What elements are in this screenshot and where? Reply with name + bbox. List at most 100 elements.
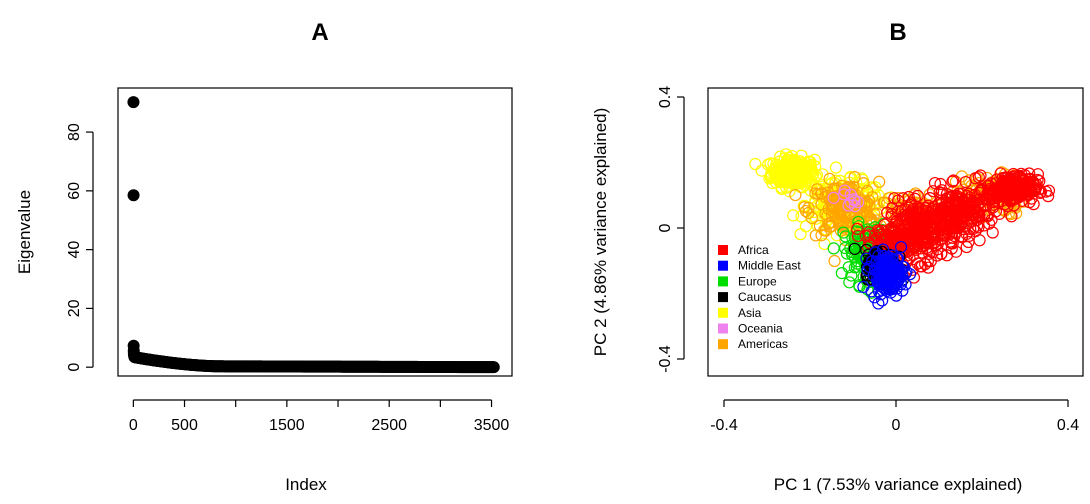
panel-b-point bbox=[935, 213, 948, 227]
panel-b-point bbox=[879, 228, 892, 241]
panel-b-point bbox=[802, 206, 815, 220]
panel-b-point bbox=[787, 209, 800, 222]
panel-b-point bbox=[1018, 186, 1032, 200]
panel-b-point bbox=[940, 214, 954, 227]
legend-swatch bbox=[718, 323, 728, 334]
panel-b-y-tick-label: -0.4 bbox=[657, 345, 674, 373]
panel-b-point bbox=[816, 168, 829, 181]
panel-b-point bbox=[775, 182, 788, 196]
legend-swatch bbox=[718, 307, 728, 318]
panel-b-point bbox=[779, 157, 792, 171]
panel-b-point bbox=[950, 189, 963, 202]
panel-b-point bbox=[795, 149, 808, 162]
panel-b-point bbox=[878, 218, 892, 231]
panel-b-y-axis: -0.4 0 0.4 bbox=[657, 86, 685, 373]
legend-label: Caucasus bbox=[738, 290, 791, 304]
panel-a-point bbox=[127, 189, 140, 202]
panel-b-x-tick-label: 0 bbox=[892, 417, 901, 434]
panel-b-x-tick-label: 0.4 bbox=[1057, 417, 1079, 434]
panel-b-x-label: PC 1 (7.53% variance explained) bbox=[774, 475, 1023, 494]
legend-label: Middle East bbox=[738, 259, 801, 273]
panel-b-point bbox=[923, 188, 936, 201]
panel-b-point bbox=[993, 207, 1006, 220]
panel-b-point bbox=[912, 216, 925, 229]
panel-b-x-axis: -0.4 0 0.4 bbox=[710, 399, 1079, 434]
panel-b-points bbox=[749, 148, 1056, 310]
panel-b-point bbox=[894, 240, 908, 254]
panel-b-point bbox=[971, 209, 985, 223]
panel-b-point bbox=[875, 224, 888, 237]
panel-b-point bbox=[828, 254, 841, 268]
panel-b-point bbox=[946, 175, 959, 188]
legend-label: Oceania bbox=[738, 322, 783, 336]
panel-b-point bbox=[979, 192, 993, 205]
panel-b-point bbox=[823, 172, 836, 185]
panel-b-point bbox=[852, 215, 865, 229]
panel-b-point bbox=[814, 187, 828, 200]
panel-b-point bbox=[995, 179, 1008, 192]
panel-a-x-tick-label: 1500 bbox=[269, 417, 305, 434]
panel-a-point bbox=[127, 96, 140, 109]
panel-b-point bbox=[888, 192, 901, 205]
panel-b-point bbox=[986, 226, 999, 239]
panel-b-point bbox=[876, 294, 889, 307]
panel-b-point bbox=[947, 174, 960, 187]
panel-b-point bbox=[933, 208, 947, 221]
panel-b-point bbox=[922, 261, 935, 274]
panel-b-point bbox=[843, 276, 856, 289]
panel-b-point bbox=[938, 229, 952, 242]
panel-b-point bbox=[790, 173, 803, 186]
panel-b-point bbox=[777, 166, 790, 179]
panel-b-point bbox=[1015, 194, 1029, 207]
panel-b-point bbox=[927, 185, 940, 198]
legend-swatch bbox=[718, 292, 728, 303]
panel-b-point bbox=[931, 222, 944, 235]
panel-b-point bbox=[893, 270, 906, 284]
panel-b-point bbox=[915, 260, 928, 273]
panel-b-point bbox=[974, 169, 987, 182]
panel-b-point bbox=[986, 184, 999, 198]
panel-b-point bbox=[933, 186, 946, 199]
panel-a-x-tick-label: 0 bbox=[129, 417, 138, 434]
panel-b-point bbox=[872, 297, 885, 310]
panel-b-point bbox=[880, 278, 893, 291]
panel-b-point bbox=[1001, 199, 1014, 213]
panel-b-point bbox=[896, 192, 910, 205]
legend-swatch bbox=[718, 276, 728, 287]
panel-b-point bbox=[857, 280, 870, 294]
panel-b-point bbox=[802, 201, 815, 214]
panel-b-point bbox=[827, 242, 840, 255]
panel-a-y-label: Eigenvalue bbox=[15, 190, 34, 274]
panel-a: A 0 500 1500 2500 3500 0 20 40 60 80 Index Eigen… bbox=[15, 19, 513, 494]
panel-b-point bbox=[765, 168, 778, 182]
panel-b-point bbox=[870, 207, 884, 220]
panel-b-point bbox=[804, 163, 817, 177]
panel-b-point bbox=[862, 226, 876, 239]
panel-a-y-tick-label: 40 bbox=[66, 241, 83, 259]
panel-b-point bbox=[832, 216, 845, 229]
panel-b-point bbox=[960, 240, 973, 254]
panel-b-point bbox=[963, 193, 976, 206]
panel-a-y-tick-label: 80 bbox=[66, 123, 83, 141]
panel-b-point bbox=[948, 214, 961, 227]
panel-b-point bbox=[818, 224, 831, 237]
legend-label: Africa bbox=[738, 243, 769, 257]
panel-a-plot-frame bbox=[117, 87, 513, 377]
panel-a-x-axis: 0 500 1500 2500 3500 bbox=[129, 399, 510, 434]
panel-b-point bbox=[767, 157, 780, 170]
panel-b-point bbox=[794, 228, 807, 241]
panel-a-x-tick-label: 3500 bbox=[474, 417, 510, 434]
panel-b-point bbox=[789, 188, 802, 202]
panel-b-point bbox=[940, 249, 954, 262]
panel-b-point bbox=[980, 209, 994, 222]
panel-b-point bbox=[851, 222, 864, 236]
legend-swatch bbox=[718, 339, 728, 350]
panel-b-point bbox=[1001, 182, 1014, 195]
panel-b-point bbox=[877, 255, 891, 268]
legend-label: Asia bbox=[738, 306, 762, 320]
legend-label: Americas bbox=[738, 337, 788, 351]
panel-b-point bbox=[972, 171, 985, 184]
panel-b-point bbox=[782, 176, 795, 189]
panel-b-point bbox=[808, 153, 821, 166]
panel-b-point bbox=[911, 189, 924, 202]
